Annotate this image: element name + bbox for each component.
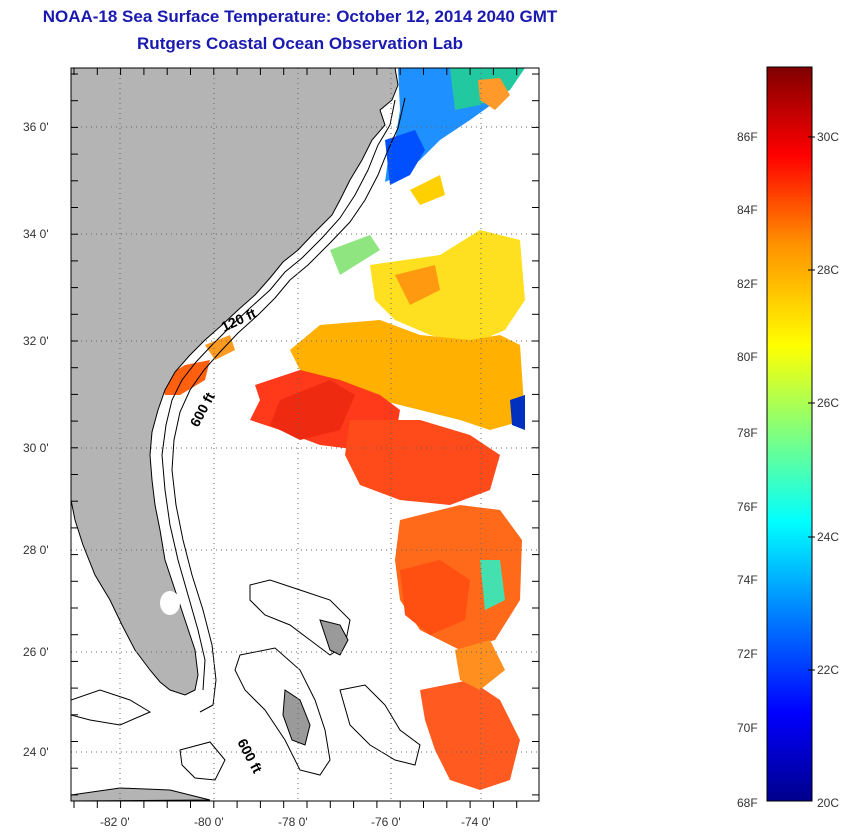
colorbar-c-label: 28C bbox=[817, 263, 839, 277]
colorbar-f-label: 68F bbox=[737, 796, 758, 810]
colorbar-f-label: 74F bbox=[737, 573, 758, 587]
lat-label: 32 0' bbox=[23, 334, 49, 348]
lake-okeechobee bbox=[160, 591, 180, 615]
lon-label: -80 0' bbox=[194, 815, 224, 829]
lon-label: -78 0' bbox=[278, 815, 308, 829]
shelf-contour-120ft bbox=[161, 99, 396, 691]
map-ticks bbox=[71, 68, 539, 808]
colorbar-c-label: 30C bbox=[817, 130, 839, 144]
lat-label: 30 0' bbox=[23, 441, 49, 455]
lat-label: 36 0' bbox=[23, 120, 49, 134]
lat-label: 28 0' bbox=[23, 543, 49, 557]
colorbar: 86F 84F 82F 80F 78F 76F 74F 72F 70F 68F … bbox=[737, 66, 839, 810]
longitude-labels: -82 0' -80 0' -78 0' -76 0' -74 0' bbox=[100, 815, 491, 829]
bahamas-bank-east bbox=[339, 684, 421, 766]
colorbar-f-label: 70F bbox=[737, 721, 758, 735]
colorbar-f-label: 78F bbox=[737, 426, 758, 440]
colorbar-c-label: 20C bbox=[817, 796, 839, 810]
colorbar-c-label: 24C bbox=[817, 530, 839, 544]
map-grid bbox=[71, 68, 539, 801]
colorbar-f-label: 86F bbox=[737, 130, 758, 144]
florida-keys-shoal bbox=[71, 689, 152, 726]
bahamas-bank-south bbox=[234, 647, 331, 776]
bahamas-island-abaco bbox=[319, 619, 349, 656]
colorbar-c-label: 22C bbox=[817, 663, 839, 677]
lat-label: 34 0' bbox=[23, 227, 49, 241]
bahamas-island-andros bbox=[282, 689, 311, 746]
colorbar-f-label: 84F bbox=[737, 203, 758, 217]
latitude-labels: 36 0' 34 0' 32 0' 30 0' 28 0' 26 0' 24 0… bbox=[23, 120, 49, 759]
colorbar-bar bbox=[766, 66, 813, 802]
cay-sal-bank bbox=[179, 741, 226, 781]
colorbar-f-label: 80F bbox=[737, 350, 758, 364]
lon-label: -82 0' bbox=[100, 815, 130, 829]
lon-label: -76 0' bbox=[371, 815, 401, 829]
colorbar-f-label: 82F bbox=[737, 277, 758, 291]
cuba-coast bbox=[71, 787, 211, 801]
shelf-contour-600ft bbox=[171, 97, 406, 713]
colorbar-f-label: 76F bbox=[737, 500, 758, 514]
lon-label: -74 0' bbox=[461, 815, 491, 829]
sst-data-layer bbox=[160, 68, 525, 790]
map-title: NOAA-18 Sea Surface Temperature: October… bbox=[42, 7, 558, 26]
lat-label: 26 0' bbox=[23, 645, 49, 659]
mainland-landmass bbox=[71, 68, 399, 696]
map-frame bbox=[70, 67, 540, 802]
colorbar-c-label: 26C bbox=[817, 396, 839, 410]
lat-label: 24 0' bbox=[23, 745, 49, 759]
map-subtitle: Rutgers Coastal Ocean Observation Lab bbox=[137, 34, 463, 53]
colorbar-f-label: 72F bbox=[737, 647, 758, 661]
